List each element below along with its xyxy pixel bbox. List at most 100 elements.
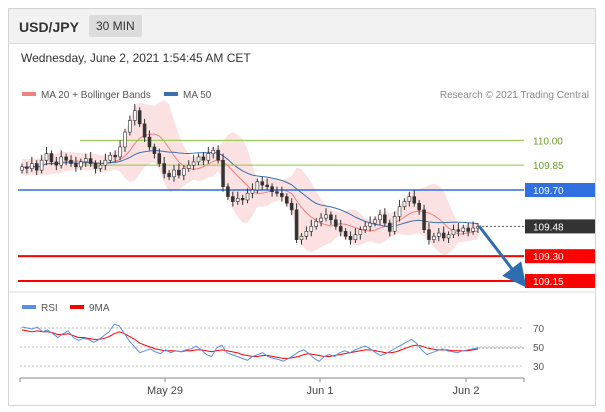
candle-body <box>289 202 294 211</box>
candle-body <box>309 226 314 232</box>
candle-body <box>69 159 73 164</box>
chart-widget: USD/JPY 30 MIN Wednesday, June 2, 2021 1… <box>8 8 596 406</box>
candle <box>79 158 83 171</box>
candle <box>432 233 436 243</box>
candle-body <box>275 191 279 194</box>
candle-body <box>392 216 397 232</box>
candle <box>83 153 88 167</box>
level-label-109-85: 109.85 <box>533 161 564 172</box>
candle-body <box>294 209 299 240</box>
candle-body <box>186 164 191 169</box>
rsi-panel: 30 50 70 <box>20 323 545 373</box>
candle <box>407 191 412 207</box>
candle-body <box>343 231 348 237</box>
candle <box>93 160 98 174</box>
candle <box>368 216 372 232</box>
candle-body <box>74 163 78 168</box>
candle-body <box>270 186 274 192</box>
candle-body <box>128 120 132 133</box>
candle-body <box>441 232 446 239</box>
candle <box>88 151 93 167</box>
candle-body <box>167 173 171 178</box>
candle-body <box>456 229 461 232</box>
candle <box>304 226 309 240</box>
candle <box>343 228 348 240</box>
candle <box>427 223 431 245</box>
level-label-109-15: 109.15 <box>533 277 564 288</box>
candle <box>226 183 230 200</box>
candle <box>49 150 54 166</box>
candle-body <box>118 146 122 158</box>
candle <box>348 231 353 245</box>
candle <box>437 228 441 242</box>
candle <box>39 155 44 174</box>
candle <box>98 160 103 172</box>
candle-body <box>30 163 34 169</box>
rsi-line <box>21 323 479 362</box>
candle-body <box>196 156 201 163</box>
candle <box>412 190 417 207</box>
candle <box>167 170 171 181</box>
candle <box>358 226 363 240</box>
candle <box>162 156 166 179</box>
candle <box>103 153 108 171</box>
candle <box>172 165 176 182</box>
candle <box>137 107 142 128</box>
candle <box>446 231 451 243</box>
candle-body <box>304 231 309 237</box>
candle <box>30 156 34 172</box>
candle <box>69 155 73 167</box>
candle <box>270 183 274 197</box>
candle-body <box>299 236 304 240</box>
candle <box>142 118 147 143</box>
candle <box>186 160 191 172</box>
candle-body <box>240 197 245 201</box>
chart-datetime: Wednesday, June 2, 2021 1:54:45 AM CET <box>21 51 251 65</box>
candle <box>54 156 59 171</box>
candle <box>363 221 367 234</box>
candle <box>182 165 186 181</box>
candle-body <box>387 222 392 232</box>
candle-body <box>182 168 186 176</box>
candle-body <box>20 166 24 171</box>
candle-body <box>314 221 318 227</box>
candle-body <box>265 184 269 187</box>
candle <box>59 150 63 169</box>
x-axis-ticks: May 29 Jun 1 Jun 2 <box>19 378 525 397</box>
candle-body <box>98 164 103 169</box>
candle <box>118 140 122 161</box>
candle-body <box>54 161 59 166</box>
candle <box>353 228 358 243</box>
rsi-legend-swatch <box>22 305 36 309</box>
candle-body <box>329 214 333 221</box>
rsi-tick-50: 50 <box>533 343 545 354</box>
ma50-line <box>21 149 479 228</box>
candle-body <box>432 236 436 240</box>
candle-body <box>437 232 441 237</box>
candle-body <box>461 227 466 232</box>
candle <box>25 161 29 174</box>
candle <box>397 199 402 222</box>
candle <box>383 208 387 227</box>
candle <box>235 191 240 205</box>
candle <box>147 130 152 151</box>
candle <box>133 103 137 126</box>
candle <box>319 213 323 227</box>
candle <box>44 146 49 166</box>
candle <box>245 188 250 204</box>
candle-body <box>221 159 225 187</box>
candle <box>417 199 421 215</box>
ma9-legend-swatch <box>70 305 84 309</box>
level-badge-109-30 <box>525 249 595 264</box>
candle-body <box>427 229 431 240</box>
candle <box>177 163 181 179</box>
candle-body <box>157 153 162 164</box>
level-label-109-48: 109.48 <box>533 222 564 233</box>
candle-body <box>368 222 372 227</box>
candle <box>206 146 211 164</box>
candle <box>451 224 456 238</box>
candle-body <box>103 159 108 166</box>
timeframe-selector[interactable]: 30 MIN <box>89 15 142 37</box>
candle <box>221 153 225 192</box>
x-tick-label: May 29 <box>147 385 183 397</box>
